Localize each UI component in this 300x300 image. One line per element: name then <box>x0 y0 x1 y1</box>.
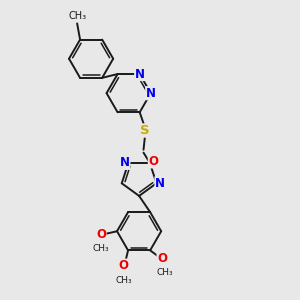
Text: CH₃: CH₃ <box>157 268 174 277</box>
Text: N: N <box>146 87 156 100</box>
Text: CH₃: CH₃ <box>68 11 86 21</box>
Text: S: S <box>140 124 150 137</box>
Text: CH₃: CH₃ <box>115 276 132 285</box>
Text: N: N <box>120 156 130 170</box>
Text: N: N <box>135 68 145 80</box>
Text: O: O <box>96 228 106 241</box>
Text: O: O <box>157 251 167 265</box>
Text: O: O <box>148 155 158 168</box>
Text: O: O <box>118 259 129 272</box>
Text: CH₃: CH₃ <box>93 244 110 253</box>
Text: N: N <box>155 177 165 190</box>
